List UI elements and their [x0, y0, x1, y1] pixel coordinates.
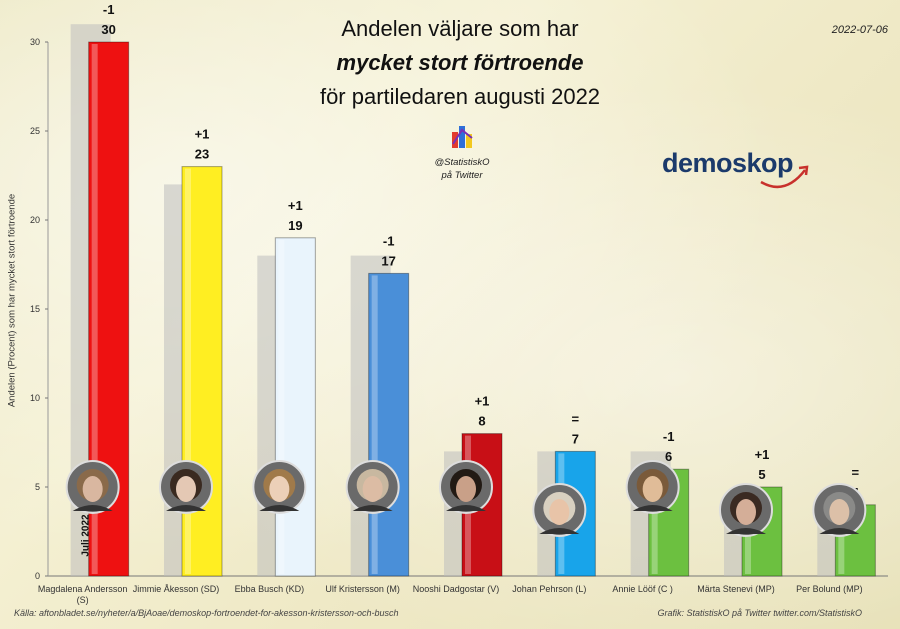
- avatar-face: [549, 499, 570, 525]
- value-label: 6: [665, 449, 672, 464]
- demoskop-arrow-icon: [760, 165, 809, 189]
- previous-series-label: Juli 2022: [80, 514, 92, 557]
- avatar-shoulders: [632, 505, 673, 511]
- bar-highlight: [91, 44, 98, 574]
- change-label: -1: [103, 2, 115, 17]
- statistisko-handle: @StatistiskO: [434, 157, 490, 168]
- value-label: 23: [195, 147, 209, 162]
- avatar-face: [82, 476, 103, 502]
- bar-highlight: [651, 471, 658, 574]
- value-label: 30: [101, 22, 115, 37]
- change-label: -1: [663, 429, 675, 444]
- x-tick-label: Ulf Kristersson (M): [325, 584, 400, 594]
- avatar-face: [642, 476, 663, 502]
- value-label: 19: [288, 218, 302, 233]
- x-tick-label: Nooshi Dadgostar (V): [413, 584, 500, 594]
- avatar-face: [829, 499, 850, 525]
- statistisko-credit: @StatistiskO på Twitter: [420, 156, 504, 182]
- avatar-shoulders: [819, 528, 860, 534]
- avatar-face: [176, 476, 196, 502]
- y-tick-label: 25: [30, 126, 40, 136]
- avatar-shoulders: [539, 528, 580, 534]
- x-tick-label: Ebba Busch (KD): [235, 584, 305, 594]
- avatar-face: [362, 476, 383, 502]
- avatar-shoulders: [72, 505, 113, 511]
- chart-title-line-2: mycket stort förtroende: [336, 50, 584, 75]
- statistisko-logo-icon: [452, 126, 473, 148]
- source-note: Källa: aftonbladet.se/nyheter/a/BjAoae/d…: [14, 608, 399, 618]
- x-tick-label: Johan Pehrson (L): [512, 584, 586, 594]
- avatar-face: [456, 476, 476, 502]
- avatar-shoulders: [726, 528, 766, 534]
- y-tick-label: 10: [30, 393, 40, 403]
- x-tick-label: Magdalena Andersson: [38, 584, 128, 594]
- avatar-shoulders: [352, 505, 393, 511]
- bar-highlight: [278, 239, 285, 575]
- x-tick-label: Annie Lööf (C ): [612, 584, 673, 594]
- change-label: =: [572, 411, 580, 426]
- change-label: +1: [475, 394, 490, 409]
- value-label: 7: [572, 431, 579, 446]
- change-label: +1: [755, 447, 770, 462]
- x-tick-label: Per Bolund (MP): [796, 584, 863, 594]
- change-label: =: [852, 465, 860, 480]
- avatar-shoulders: [446, 505, 486, 511]
- bar-highlight: [838, 506, 845, 574]
- avatar-face: [269, 476, 290, 502]
- value-label: 5: [758, 467, 765, 482]
- change-label: -1: [383, 233, 395, 248]
- bar-highlight: [185, 168, 191, 574]
- avatar-shoulders: [259, 505, 300, 511]
- y-tick-label: 20: [30, 215, 40, 225]
- value-label: 17: [381, 253, 395, 268]
- avatar-face: [736, 499, 756, 525]
- chart-title-line-3: för partiledaren augusti 2022: [319, 84, 601, 109]
- x-tick-label: Jimmie Åkesson (SD): [133, 584, 220, 594]
- bar-highlight: [371, 275, 378, 574]
- y-tick-label: 0: [35, 571, 40, 581]
- change-label: +1: [288, 198, 303, 213]
- avatar-shoulders: [166, 505, 206, 511]
- demoskop-logo: demoskop: [662, 148, 794, 178]
- y-tick-label: 30: [30, 37, 40, 47]
- x-tick-label: (S): [77, 595, 89, 605]
- statistisko-platform: på Twitter: [441, 170, 483, 181]
- y-tick-label: 15: [30, 304, 40, 314]
- current-bar: [274, 237, 316, 577]
- y-tick-label: 5: [35, 482, 40, 492]
- chart-title-line-1: Andelen väljare som har: [341, 16, 579, 41]
- current-bar: [368, 272, 410, 577]
- value-label: 8: [478, 414, 485, 429]
- change-label: +1: [195, 127, 210, 142]
- graphic-credit: Grafik: StatistiskO på Twitter twitter.c…: [657, 608, 862, 618]
- chart-date: 2022-07-06: [831, 24, 888, 36]
- x-tick-label: Märta Stenevi (MP): [697, 584, 775, 594]
